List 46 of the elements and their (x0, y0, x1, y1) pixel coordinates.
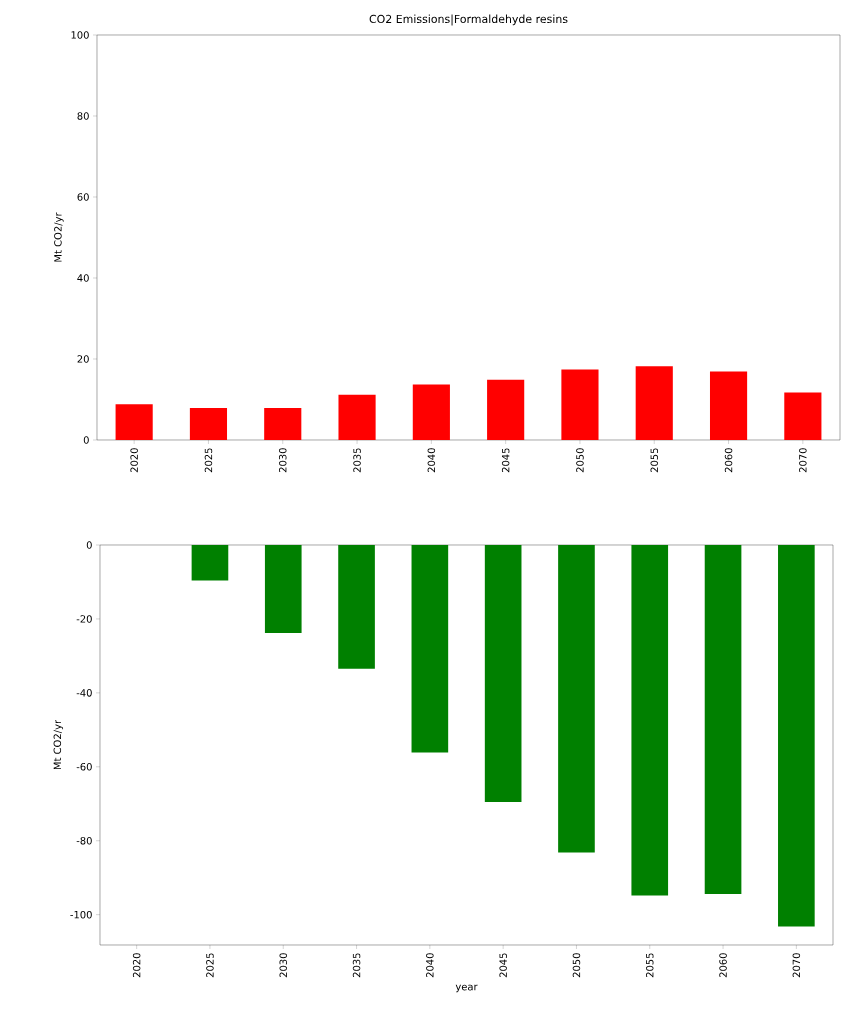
x-tick-label: 2050 (572, 953, 581, 978)
bar (487, 379, 525, 440)
x-tick-label: 2035 (352, 953, 361, 978)
x-tick-label: 2020 (130, 448, 138, 473)
x-tick-label: 2045 (499, 953, 507, 978)
x-axis-title: year (455, 984, 478, 993)
bar (264, 407, 302, 440)
y-tick-label: 40 (77, 274, 89, 282)
bar (635, 366, 673, 440)
x-tick-label: 2020 (132, 953, 141, 978)
chart-title: CO2 Emissions|Formaldehyde resins (369, 14, 568, 26)
x-tick-label: 2050 (576, 448, 584, 473)
bar (784, 392, 822, 440)
x-tick-label: 2035 (353, 448, 361, 473)
bar (709, 371, 748, 440)
x-tick-label: 2025 (206, 953, 214, 978)
x-tick-label: 2060 (724, 448, 733, 473)
y-tick-label: -40 (76, 689, 92, 697)
y-tick-label: 20 (77, 355, 89, 363)
bar (338, 394, 376, 440)
y-tick-label: 60 (77, 193, 89, 201)
y-axis-title: Mt CO2/yr (54, 212, 64, 262)
y-tick-label: 100 (71, 31, 89, 39)
bar (115, 404, 153, 440)
y-tick-label: -100 (70, 910, 92, 919)
y-tick-label: -80 (76, 836, 92, 845)
bar (189, 407, 228, 440)
x-tick-label: 2030 (279, 953, 288, 978)
x-tick-label: 2040 (427, 448, 436, 473)
x-tick-label: 2045 (501, 448, 510, 473)
x-tick-label: 2070 (799, 448, 807, 473)
y-tick-label: -60 (76, 763, 92, 771)
y-axis-title: Mt CO2/yr (53, 719, 64, 770)
x-tick-label: 2070 (792, 953, 801, 978)
x-tick-label: 2030 (278, 448, 287, 473)
y-tick-label: 0 (83, 436, 89, 444)
x-tick-label: 2025 (204, 448, 213, 473)
bar (412, 384, 450, 440)
x-tick-label: 2055 (645, 953, 654, 978)
x-tick-label: 2060 (719, 953, 727, 978)
y-tick-label: -20 (76, 615, 92, 623)
x-tick-label: 2055 (650, 448, 659, 473)
x-tick-label: 2040 (426, 953, 434, 978)
y-tick-label: 80 (77, 112, 89, 120)
bar (561, 369, 599, 440)
y-tick-label: 0 (86, 541, 92, 549)
